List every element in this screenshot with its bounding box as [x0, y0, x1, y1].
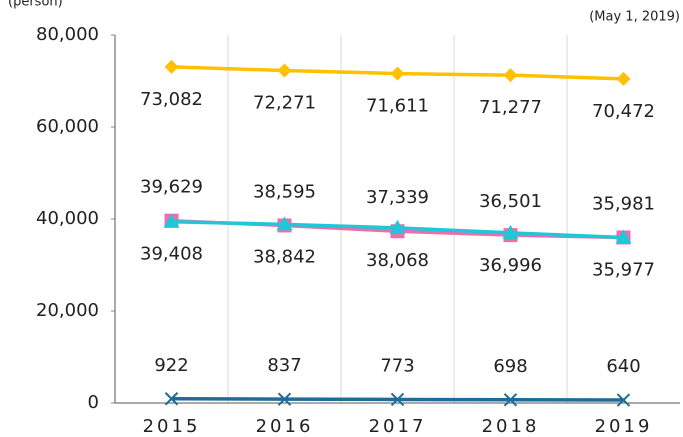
- y-tick-label: 60,000: [36, 116, 99, 137]
- data-label: 39,629: [140, 177, 203, 198]
- data-label: 37,339: [366, 187, 429, 208]
- data-label: 698: [493, 356, 527, 377]
- data-label: 837: [267, 355, 301, 376]
- x-tick-label: 2015: [143, 416, 201, 437]
- data-label: 38,068: [366, 250, 429, 271]
- data-label: 35,977: [592, 260, 655, 281]
- data-label: 73,082: [140, 89, 203, 110]
- marker: [616, 71, 631, 86]
- data-label: 36,501: [479, 191, 542, 212]
- x-tick-label: 2017: [369, 416, 427, 437]
- marker: [615, 229, 632, 244]
- x-tick-label: 2019: [595, 416, 653, 437]
- marker: [503, 68, 518, 83]
- marker: [164, 392, 179, 406]
- marker: [277, 63, 292, 78]
- data-label: 71,277: [479, 97, 542, 118]
- data-label: 38,842: [253, 246, 316, 267]
- x-tick-label: 2018: [482, 416, 540, 437]
- marker: [390, 66, 405, 81]
- data-label: 773: [380, 355, 414, 376]
- y-tick-label: 40,000: [36, 208, 99, 229]
- data-label: 72,271: [253, 93, 316, 114]
- data-label: 38,595: [253, 181, 316, 202]
- marker: [503, 393, 518, 407]
- data-label: 71,611: [366, 96, 429, 117]
- marker: [389, 219, 406, 234]
- x-tick-label: 2016: [256, 416, 314, 437]
- marker: [390, 392, 405, 407]
- marker: [502, 224, 519, 239]
- marker: [163, 213, 180, 228]
- data-label: 70,472: [592, 101, 655, 122]
- data-label: 39,408: [140, 244, 203, 265]
- y-axis-label: (person): [8, 0, 63, 10]
- marker: [277, 392, 292, 406]
- data-label: 922: [154, 355, 188, 376]
- note: (May 1, 2019): [589, 10, 680, 25]
- data-label: 36,996: [479, 255, 542, 276]
- y-tick-label: 80,000: [36, 24, 99, 45]
- marker: [164, 59, 179, 74]
- data-label: 640: [606, 356, 640, 377]
- data-label: 35,981: [592, 193, 655, 214]
- y-tick-label: 20,000: [36, 300, 99, 321]
- y-tick-label: 0: [88, 392, 99, 413]
- marker: [616, 393, 631, 407]
- marker: [276, 216, 293, 231]
